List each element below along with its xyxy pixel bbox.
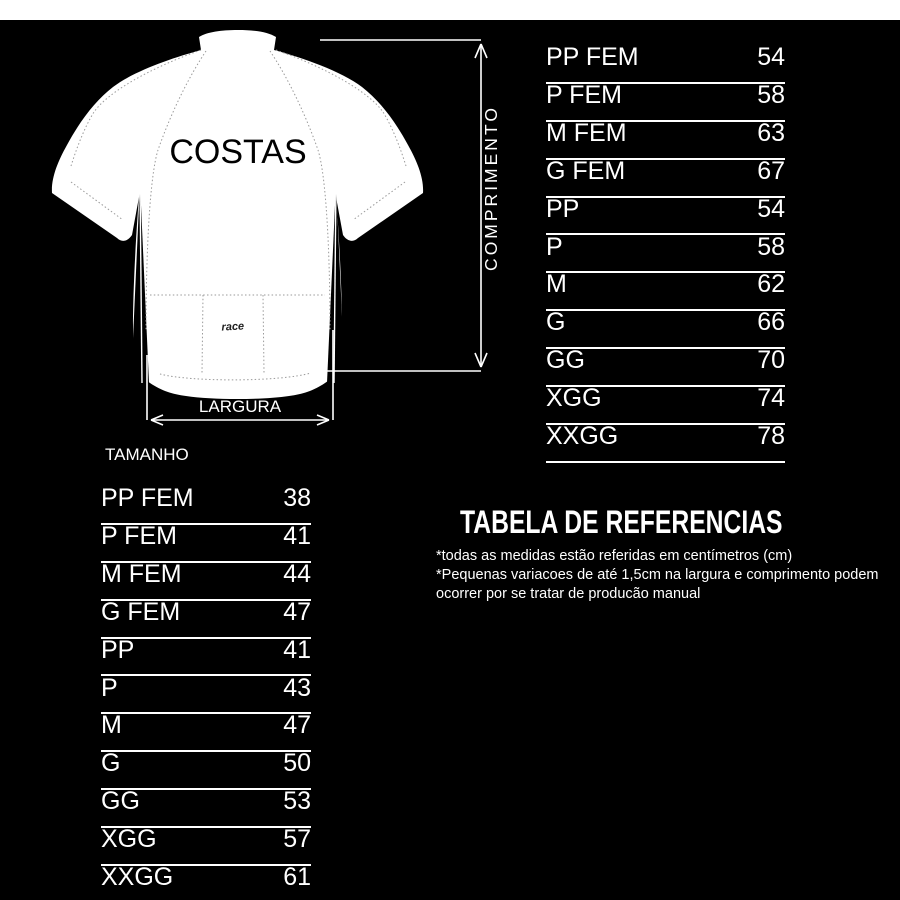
svg-text:COMPRIMENTO: COMPRIMENTO (481, 105, 501, 271)
svg-text:TAMANHO: TAMANHO (105, 445, 189, 464)
svg-text:LARGURA: LARGURA (199, 397, 282, 416)
svg-text:race: race (221, 320, 244, 333)
svg-text:COSTAS: COSTAS (169, 133, 306, 171)
